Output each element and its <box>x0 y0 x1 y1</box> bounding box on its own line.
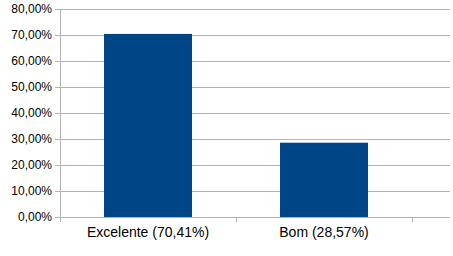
x-tick: Excelente (70,41%) <box>87 224 209 240</box>
bars <box>104 34 368 217</box>
y-axis: 0,00% 10,00% 20,00% 30,00% 40,00% 50,00% 60,00… <box>11 2 60 224</box>
bar <box>280 143 368 217</box>
x-separator <box>236 217 237 222</box>
y-tick-mark <box>55 165 60 166</box>
y-tick-mark <box>55 9 60 10</box>
chart: 0,00% 10,00% 20,00% 30,00% 40,00% 50,00% 60,00… <box>0 0 453 256</box>
x-separator <box>60 217 61 222</box>
x-axis: Excelente (70,41%) Bom (28,57%) <box>60 218 450 240</box>
y-tick-label: 50,00% <box>11 80 52 94</box>
y-tick: 0,00% <box>18 210 60 224</box>
y-tick: 30,00% <box>11 132 60 146</box>
x-tick: Bom (28,57%) <box>279 224 368 240</box>
x-tick-label: Bom (28,57%) <box>279 224 368 240</box>
grid-line <box>60 217 450 218</box>
grid <box>60 10 450 218</box>
y-tick-mark <box>55 87 60 88</box>
x-tick-label: Excelente (70,41%) <box>87 224 209 240</box>
y-tick-label: 70,00% <box>11 28 52 42</box>
y-tick-label: 0,00% <box>18 210 52 224</box>
y-tick-label: 20,00% <box>11 158 52 172</box>
x-separators <box>61 217 413 222</box>
y-tick-mark <box>55 35 60 36</box>
grid-line <box>60 9 450 10</box>
y-axis-line <box>55 10 61 218</box>
y-tick-label: 10,00% <box>11 184 52 198</box>
y-tick-mark <box>55 191 60 192</box>
x-axis-line <box>60 217 450 218</box>
y-tick-mark <box>55 139 60 140</box>
y-tick-label: 30,00% <box>11 132 52 146</box>
y-tick-mark <box>55 217 60 218</box>
y-tick: 20,00% <box>11 158 60 172</box>
y-tick-mark <box>55 113 60 114</box>
y-tick-mark <box>55 61 60 62</box>
y-tick: 80,00% <box>11 2 60 16</box>
y-tick: 40,00% <box>11 106 60 120</box>
x-separator <box>412 217 413 222</box>
y-tick-label: 80,00% <box>11 2 52 16</box>
y-tick: 60,00% <box>11 54 60 68</box>
y-tick-label: 60,00% <box>11 54 52 68</box>
bar <box>104 34 192 217</box>
y-tick: 70,00% <box>11 28 60 42</box>
y-tick: 10,00% <box>11 184 60 198</box>
y-tick-label: 40,00% <box>11 106 52 120</box>
y-tick: 50,00% <box>11 80 60 94</box>
